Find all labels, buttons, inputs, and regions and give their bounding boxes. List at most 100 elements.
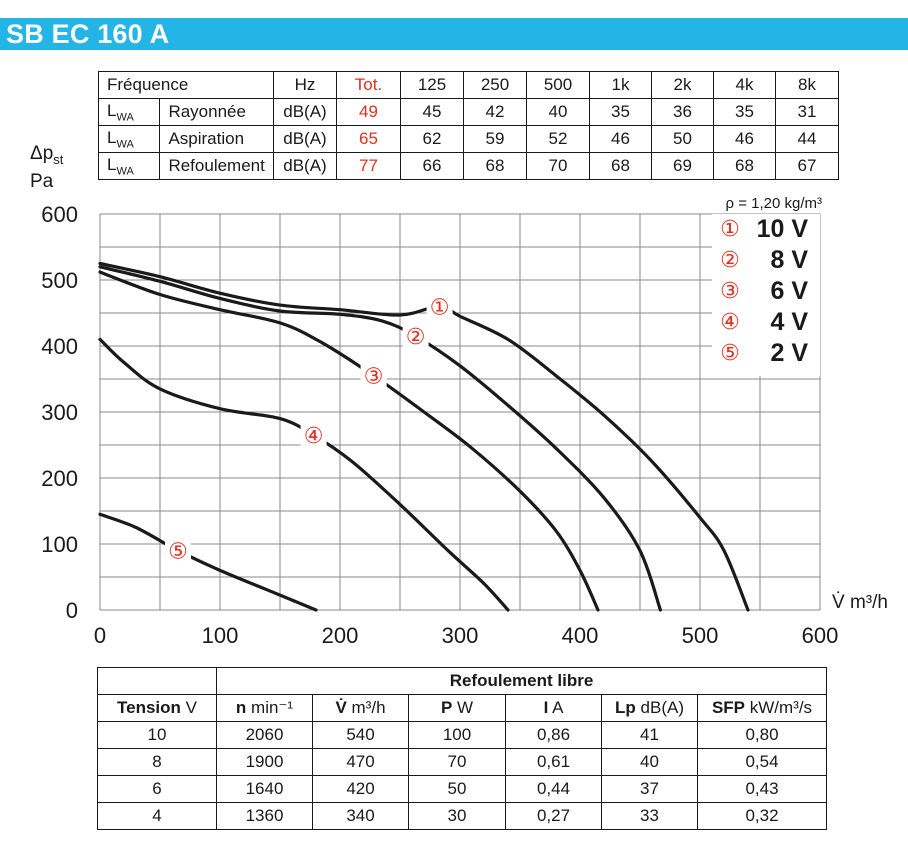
tot-cell: 49 [336,98,401,126]
x-tick-label: 400 [562,623,599,648]
perf-row: 6 1640 420 50 0,44 37 0,43 [97,775,827,803]
value-cell: 44 [775,125,839,153]
frequency-label: Fréquence [98,71,274,99]
value-cell: 68 [589,152,652,180]
series-line [98,337,510,612]
series-marker-bg [165,537,191,564]
cell: 2060 [216,721,313,749]
sound-table-row: LWA Aspiration dB(A) 65 62 59 52 46 50 4… [97,125,839,153]
cell: 0,86 [505,721,602,749]
cell: 40 [601,748,698,776]
y-tick-label: 300 [41,400,78,425]
x-tick-label: 200 [322,623,359,648]
series-marker-bg [426,293,453,320]
value-cell: 62 [400,125,464,153]
cell: 0,44 [505,775,602,803]
column-header: Lp dB(A) [601,694,698,722]
value-cell: 46 [713,125,776,153]
legend-label: 10 V [757,215,809,243]
sound-table-header-row: Fréquence Hz Tot. 125 250 500 1k 2k 4k 8… [98,71,839,99]
series-marker: ④ [304,424,324,449]
tot-cell: 65 [336,125,401,153]
cell: 0,61 [505,748,602,776]
cell: 0,27 [505,802,602,830]
cell: 10 [97,721,217,749]
x-tick-label: 0 [94,623,106,648]
column-header: I A [505,694,602,722]
y-tick-label: 100 [41,532,78,557]
value-cell: 35 [589,98,652,126]
x-tick-label: 600 [802,623,839,648]
cell: 33 [601,802,698,830]
lwa-label: LWA [97,98,161,126]
group-header: Refoulement libre [216,667,827,695]
band-label: 250 [463,71,527,99]
cell: 0,80 [697,721,827,749]
y-tick-label: 500 [41,268,78,293]
y-tick-label: 200 [41,466,78,491]
title-bar: SB EC 160 A [0,18,908,50]
value-cell: 59 [463,125,527,153]
legend-marker: ② [720,248,740,273]
value-cell: 46 [589,125,652,153]
series-line [98,270,600,612]
cell: 100 [408,721,506,749]
value-cell: 68 [463,152,527,180]
legend-label: 2 V [770,339,808,367]
legend-marker: ⑤ [720,341,740,366]
cell: 37 [601,775,698,803]
cell: 6 [97,775,217,803]
band-label: 2k [651,71,714,99]
legend-marker: ① [720,217,740,242]
value-cell: 35 [713,98,776,126]
legend-box [712,214,820,376]
cell: 0,43 [697,775,827,803]
cell: 4 [97,802,217,830]
lwa-label: LWA [97,125,161,153]
row-label: Aspiration [159,125,274,153]
tot-label: Tot. [336,71,401,99]
value-cell: 50 [651,125,714,153]
performance-table: Refoulement libre Tension V n min⁻¹ V̇ m… [97,667,827,830]
cell: 420 [312,775,409,803]
y-axis-label: Δpst Pa [30,143,64,192]
perf-group-row: Refoulement libre [97,667,827,695]
row-label: Refoulement [159,152,274,180]
series-marker: ① [430,295,450,320]
x-axis-label: V̇ m³/h [832,592,888,613]
series-marker-bg [300,422,327,449]
cell: 1360 [216,802,313,830]
sound-table-row: LWA Refoulement dB(A) 77 66 68 70 68 69 … [97,152,839,180]
column-header: SFP kW/m³/s [697,694,827,722]
column-header: P W [408,694,506,722]
cell: 0,32 [697,802,827,830]
value-cell: 40 [526,98,590,126]
column-header: Tension V [97,694,217,722]
value-cell: 70 [526,152,590,180]
series-marker-bg [402,323,429,350]
perf-row: 8 1900 470 70 0,61 40 0,54 [97,748,827,776]
legend-label: 6 V [770,277,808,305]
unit-cell: dB(A) [273,98,337,126]
series-marker: ⑤ [168,540,188,565]
page-title: SB EC 160 A [6,19,170,49]
series-marker: ② [406,325,426,350]
band-label: 4k [713,71,776,99]
cell: 340 [312,802,409,830]
value-cell: 52 [526,125,590,153]
sound-table-row: LWA Rayonnée dB(A) 49 45 42 40 35 36 35 … [97,98,839,126]
tot-cell: 77 [336,152,401,180]
cell: 0,54 [697,748,827,776]
axis-ticks: 0 100 200 300 400 500 600 0 100 200 300 400 500 600 V̇… [41,195,888,648]
series-marker-bg [360,362,387,389]
cell: 41 [601,721,698,749]
perf-row: 4 1360 340 30 0,27 33 0,32 [97,802,827,830]
legend-marker: ④ [720,310,740,335]
cell: 30 [408,802,506,830]
unit-cell: dB(A) [273,152,337,180]
cell: 50 [408,775,506,803]
value-cell: 68 [713,152,776,180]
cell: 70 [408,748,506,776]
cell: 470 [312,748,409,776]
